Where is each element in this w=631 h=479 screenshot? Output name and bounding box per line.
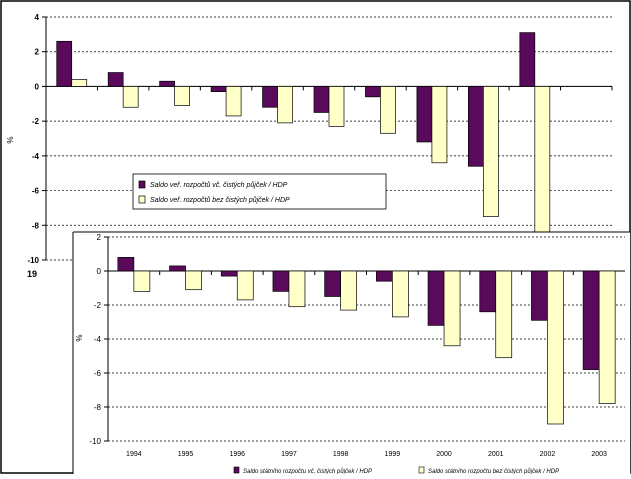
chart1-bar-excl-1999	[380, 86, 396, 134]
chart2-bar-incl-2002	[531, 270, 548, 321]
chart1-legend-label: Saldo veř. rozpočtů vč. čistých půjček /…	[150, 181, 288, 189]
chart2-x-tick-label: 1999	[385, 451, 401, 458]
chart2-legend-swatch	[418, 466, 425, 474]
chart2-bar-incl-2001	[479, 270, 497, 313]
chart1-bar-incl-1995	[159, 80, 175, 87]
chart2-y-axis-title: %	[75, 334, 84, 341]
chart1-bar-excl-1995	[174, 86, 190, 106]
chart2-y-tick-label: -10	[89, 437, 101, 446]
chart2-bar-excl-1995	[185, 270, 202, 291]
chart1-y-axis-title: %	[6, 136, 15, 143]
chart1-bar-excl-1997	[277, 86, 293, 124]
chart2-panel	[73, 232, 630, 474]
chart2-group: 2 0 -2 -4 -6 -8 -10% 1994 1995 1996 1997 1998 1999 20…	[72, 231, 630, 475]
chart1-x-tick-label-fragment: 19	[27, 269, 37, 279]
chart1-y-tick-label: -6	[32, 187, 40, 196]
chart1-y-tick-label: 4	[35, 13, 40, 22]
chart2-bar-excl-2001	[495, 270, 513, 359]
chart1-bar-excl-2000	[431, 86, 448, 164]
chart1-bar-excl-2001	[483, 86, 499, 217]
chart2-x-tick-label: 1995	[178, 451, 194, 458]
chart2-bar-incl-1997	[272, 270, 290, 292]
chart1-y-tick-label: -2	[32, 117, 40, 126]
chart1-y-tick-label: 2	[35, 48, 40, 57]
chart2-bar-incl-1994	[117, 257, 135, 272]
chart1-bar-incl-1999	[365, 86, 381, 98]
chart1-bar-excl-1994	[122, 86, 139, 108]
chart2-y-tick-label: -8	[94, 403, 102, 412]
chart1-bar-incl-1996	[210, 86, 227, 92]
chart2-legend-swatch	[233, 466, 240, 474]
chart1-bar-incl-2001	[468, 86, 484, 167]
chart2-bar-incl-1998	[324, 270, 341, 297]
chart1-bar-incl-1998	[313, 86, 330, 113]
chart1-bar-excl-1996	[225, 86, 242, 117]
chart2-x-tick-label: 2002	[540, 451, 556, 458]
chart2-y-tick-label: -6	[94, 369, 102, 378]
chart1-bar-excl-1998	[328, 86, 345, 127]
chart1-legend-box	[132, 173, 387, 210]
chart2-bar-excl-2000	[443, 270, 461, 347]
chart2-legend-label: Saldo státního rozpočtu vč. čistých půjč…	[243, 468, 372, 474]
chart1-legend-swatch	[138, 180, 146, 189]
chart1-y-tick-label: 0	[35, 82, 40, 91]
chart2-x-tick-label: 2003	[591, 451, 607, 458]
chart2-y-tick-label: -4	[94, 335, 102, 344]
chart1-bar-incl-1993	[56, 40, 73, 87]
chart2-bar-excl-2003	[598, 270, 616, 404]
chart2-x-tick-label: 1996	[229, 451, 245, 458]
chart2-bar-excl-1997	[288, 270, 306, 308]
chart2-bar-incl-1999	[376, 270, 393, 282]
chart1-bar-incl-2000	[416, 86, 433, 143]
chart1-y-tick-label: -4	[32, 152, 40, 161]
chart2-x-tick-label: 1997	[281, 451, 297, 458]
chart2-bar-incl-2003	[582, 270, 600, 370]
chart2-bar-excl-1996	[236, 270, 254, 301]
chart2-x-tick-label: 2001	[488, 451, 504, 458]
chart2-bar-incl-1996	[220, 270, 238, 277]
chart2-bar-incl-1995	[169, 265, 186, 272]
chart1-bar-incl-1997	[262, 86, 278, 108]
chart1-bar-incl-1994	[107, 72, 124, 87]
chart2-bar-excl-1998	[340, 270, 357, 311]
chart1-group: 4 2 0 -2 -4 -6 -8 -10% 19 Saldo veř. rozpočtů vč.…	[6, 13, 613, 279]
chart2-y-tick-label: -2	[94, 301, 102, 310]
chart1-y-tick-label: -10	[27, 256, 39, 265]
chart1-bar-excl-1993	[71, 79, 88, 87]
chart2-x-tick-label: 1998	[333, 451, 349, 458]
chart2-bar-excl-2002	[547, 270, 564, 425]
chart2-bar-excl-1999	[392, 270, 409, 318]
chart1-bar-excl-2002	[534, 86, 551, 238]
chart2-x-tick-label: 1994	[126, 451, 142, 458]
chart1-legend-swatch	[138, 195, 146, 204]
chart2-bar-excl-1994	[133, 270, 151, 292]
chart1-bar-incl-2002	[519, 32, 536, 87]
chart1-legend-label: Saldo veř. rozpočtů bez čistých půjček /…	[150, 196, 290, 204]
chart2-bar-incl-2000	[427, 270, 445, 326]
chart2-y-tick-label: 0	[97, 267, 102, 276]
chart1-y-tick-label: -8	[32, 221, 40, 230]
chart2-legend-label: Saldo státního rozpočtu bez čistých půjč…	[428, 468, 559, 474]
chart2-x-tick-label: 2000	[436, 451, 452, 458]
chart2-y-tick-label: 2	[97, 233, 102, 242]
